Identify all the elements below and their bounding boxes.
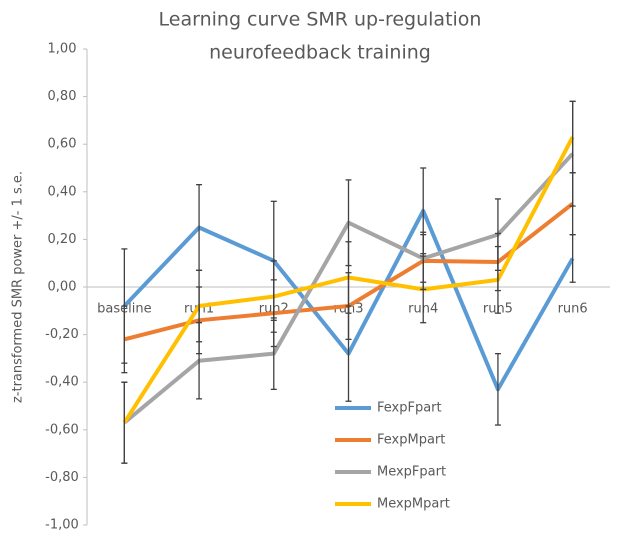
y-axis-label: z-transformed SMR power +/- 1 s.e. <box>11 171 26 403</box>
y-tick-label: 0,60 <box>48 137 77 152</box>
error-bar <box>494 245 501 314</box>
chart-title: neurofeedback training <box>209 42 431 64</box>
error-bar <box>569 100 576 174</box>
error-bar <box>270 260 277 333</box>
y-tick-label: -1,00 <box>45 518 79 533</box>
legend-label: MexpFpart <box>377 465 446 480</box>
error-bar <box>196 269 203 343</box>
error-bar <box>494 352 501 426</box>
error-bar <box>121 305 128 374</box>
y-tick-label: -0,20 <box>45 327 79 342</box>
y-tick-label: 1,00 <box>48 42 77 57</box>
y-tick-label: -0,40 <box>45 375 79 390</box>
chart-title: Learning curve SMR up-regulation <box>159 9 482 31</box>
error-bar <box>121 381 128 464</box>
y-tick-label: -0,80 <box>45 470 79 485</box>
y-tick-label: 0,80 <box>48 89 77 104</box>
y-tick-label: -0,60 <box>45 422 79 437</box>
legend-label: MexpMpart <box>377 497 450 512</box>
error-bar <box>345 241 352 314</box>
legend-label: FexpMpart <box>377 433 445 448</box>
y-tick-label: 0,20 <box>48 232 77 247</box>
y-tick-label: 0,00 <box>48 280 77 295</box>
x-tick-label: run6 <box>558 302 588 317</box>
error-bar <box>420 255 427 324</box>
y-tick-label: 0,40 <box>48 184 77 199</box>
legend-label: FexpFpart <box>377 401 442 416</box>
